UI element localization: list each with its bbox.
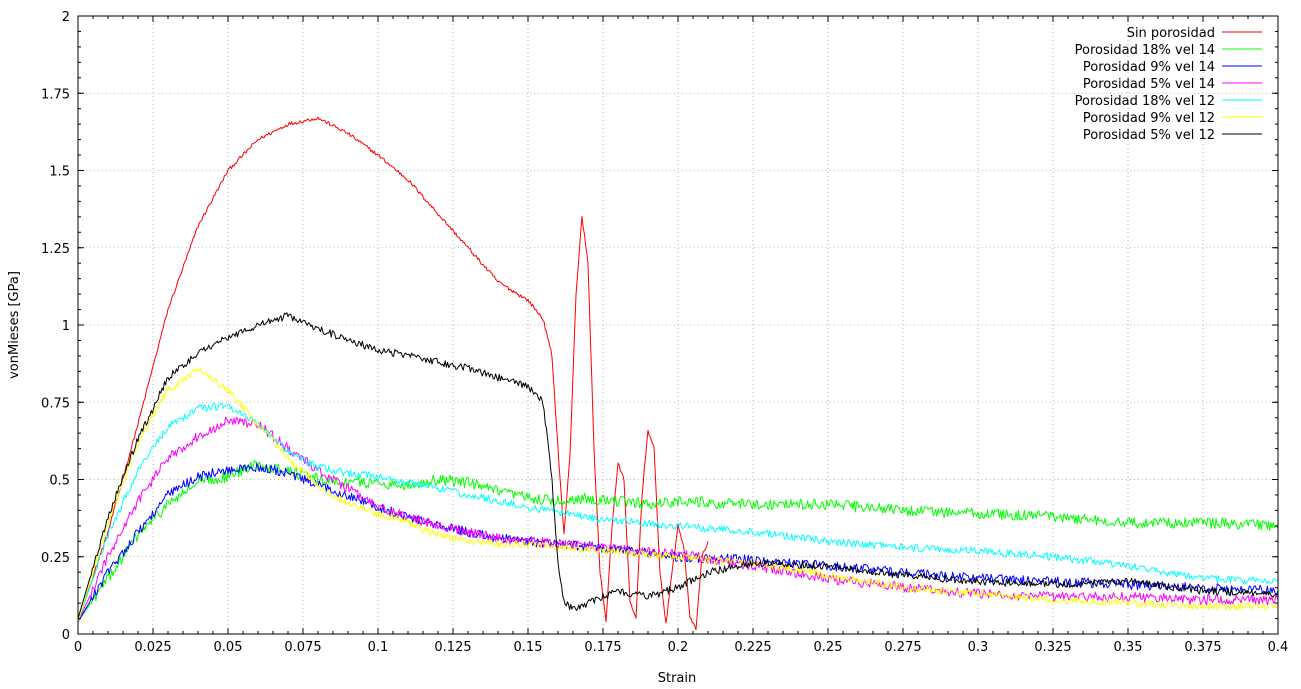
series-line xyxy=(77,367,1279,622)
x-tick-label: 0.05 xyxy=(214,640,243,655)
x-tick-label: 0.025 xyxy=(134,640,171,655)
legend-label: Porosidad 5% vel 12 xyxy=(1083,128,1215,143)
y-tick-label: 1.25 xyxy=(41,242,70,257)
y-axis-label: vonMieses [GPa] xyxy=(7,271,22,379)
series-lines xyxy=(77,116,1279,631)
x-tick-label: 0.4 xyxy=(1268,640,1289,655)
series-line xyxy=(77,312,1279,619)
x-tick-label: 0.225 xyxy=(734,640,771,655)
series-line xyxy=(77,460,1279,622)
y-tick-label: 2 xyxy=(62,10,70,25)
y-tick-label: 0.5 xyxy=(49,474,70,489)
y-tick-labels: 0 0.25 0.5 0.75 1 1.25 1.5 1.75 2 xyxy=(41,10,70,643)
series-line xyxy=(77,402,1279,622)
x-tick-label: 0.1 xyxy=(368,640,389,655)
legend-label: Porosidad 18% vel 12 xyxy=(1075,94,1215,109)
y-tick-label: 0.75 xyxy=(41,396,70,411)
axis-ticks xyxy=(77,15,1279,635)
x-tick-label: 0.275 xyxy=(884,640,921,655)
x-tick-label: 0 xyxy=(74,640,82,655)
x-axis-label: Strain xyxy=(658,671,697,686)
x-tick-label: 0.2 xyxy=(668,640,689,655)
legend-label: Porosidad 5% vel 14 xyxy=(1083,77,1215,92)
x-tick-label: 0.125 xyxy=(434,640,471,655)
y-tick-label: 1 xyxy=(62,319,70,334)
x-tick-label: 0.25 xyxy=(814,640,843,655)
x-tick-labels: 0 0.025 0.05 0.075 0.1 0.125 0.15 0.175 0.2 0.225… xyxy=(74,640,1288,655)
legend-label: Porosidad 18% vel 14 xyxy=(1075,43,1215,58)
x-tick-label: 0.15 xyxy=(514,640,543,655)
y-tick-label: 1.5 xyxy=(49,165,70,180)
y-tick-label: 0 xyxy=(62,628,70,643)
legend-label: Porosidad 9% vel 14 xyxy=(1083,60,1215,75)
legend-label: Porosidad 9% vel 12 xyxy=(1083,111,1215,126)
y-tick-label: 1.75 xyxy=(41,87,70,102)
x-tick-label: 0.175 xyxy=(584,640,621,655)
x-tick-label: 0.35 xyxy=(1114,640,1143,655)
x-tick-label: 0.075 xyxy=(284,640,321,655)
x-tick-label: 0.325 xyxy=(1034,640,1071,655)
x-tick-label: 0.3 xyxy=(968,640,989,655)
x-tick-label: 0.375 xyxy=(1184,640,1221,655)
legend: Sin porosidad Porosidad 18% vel 14 Porosid… xyxy=(1075,26,1262,143)
y-tick-label: 0.25 xyxy=(41,551,70,566)
legend-label: Sin porosidad xyxy=(1127,26,1215,41)
